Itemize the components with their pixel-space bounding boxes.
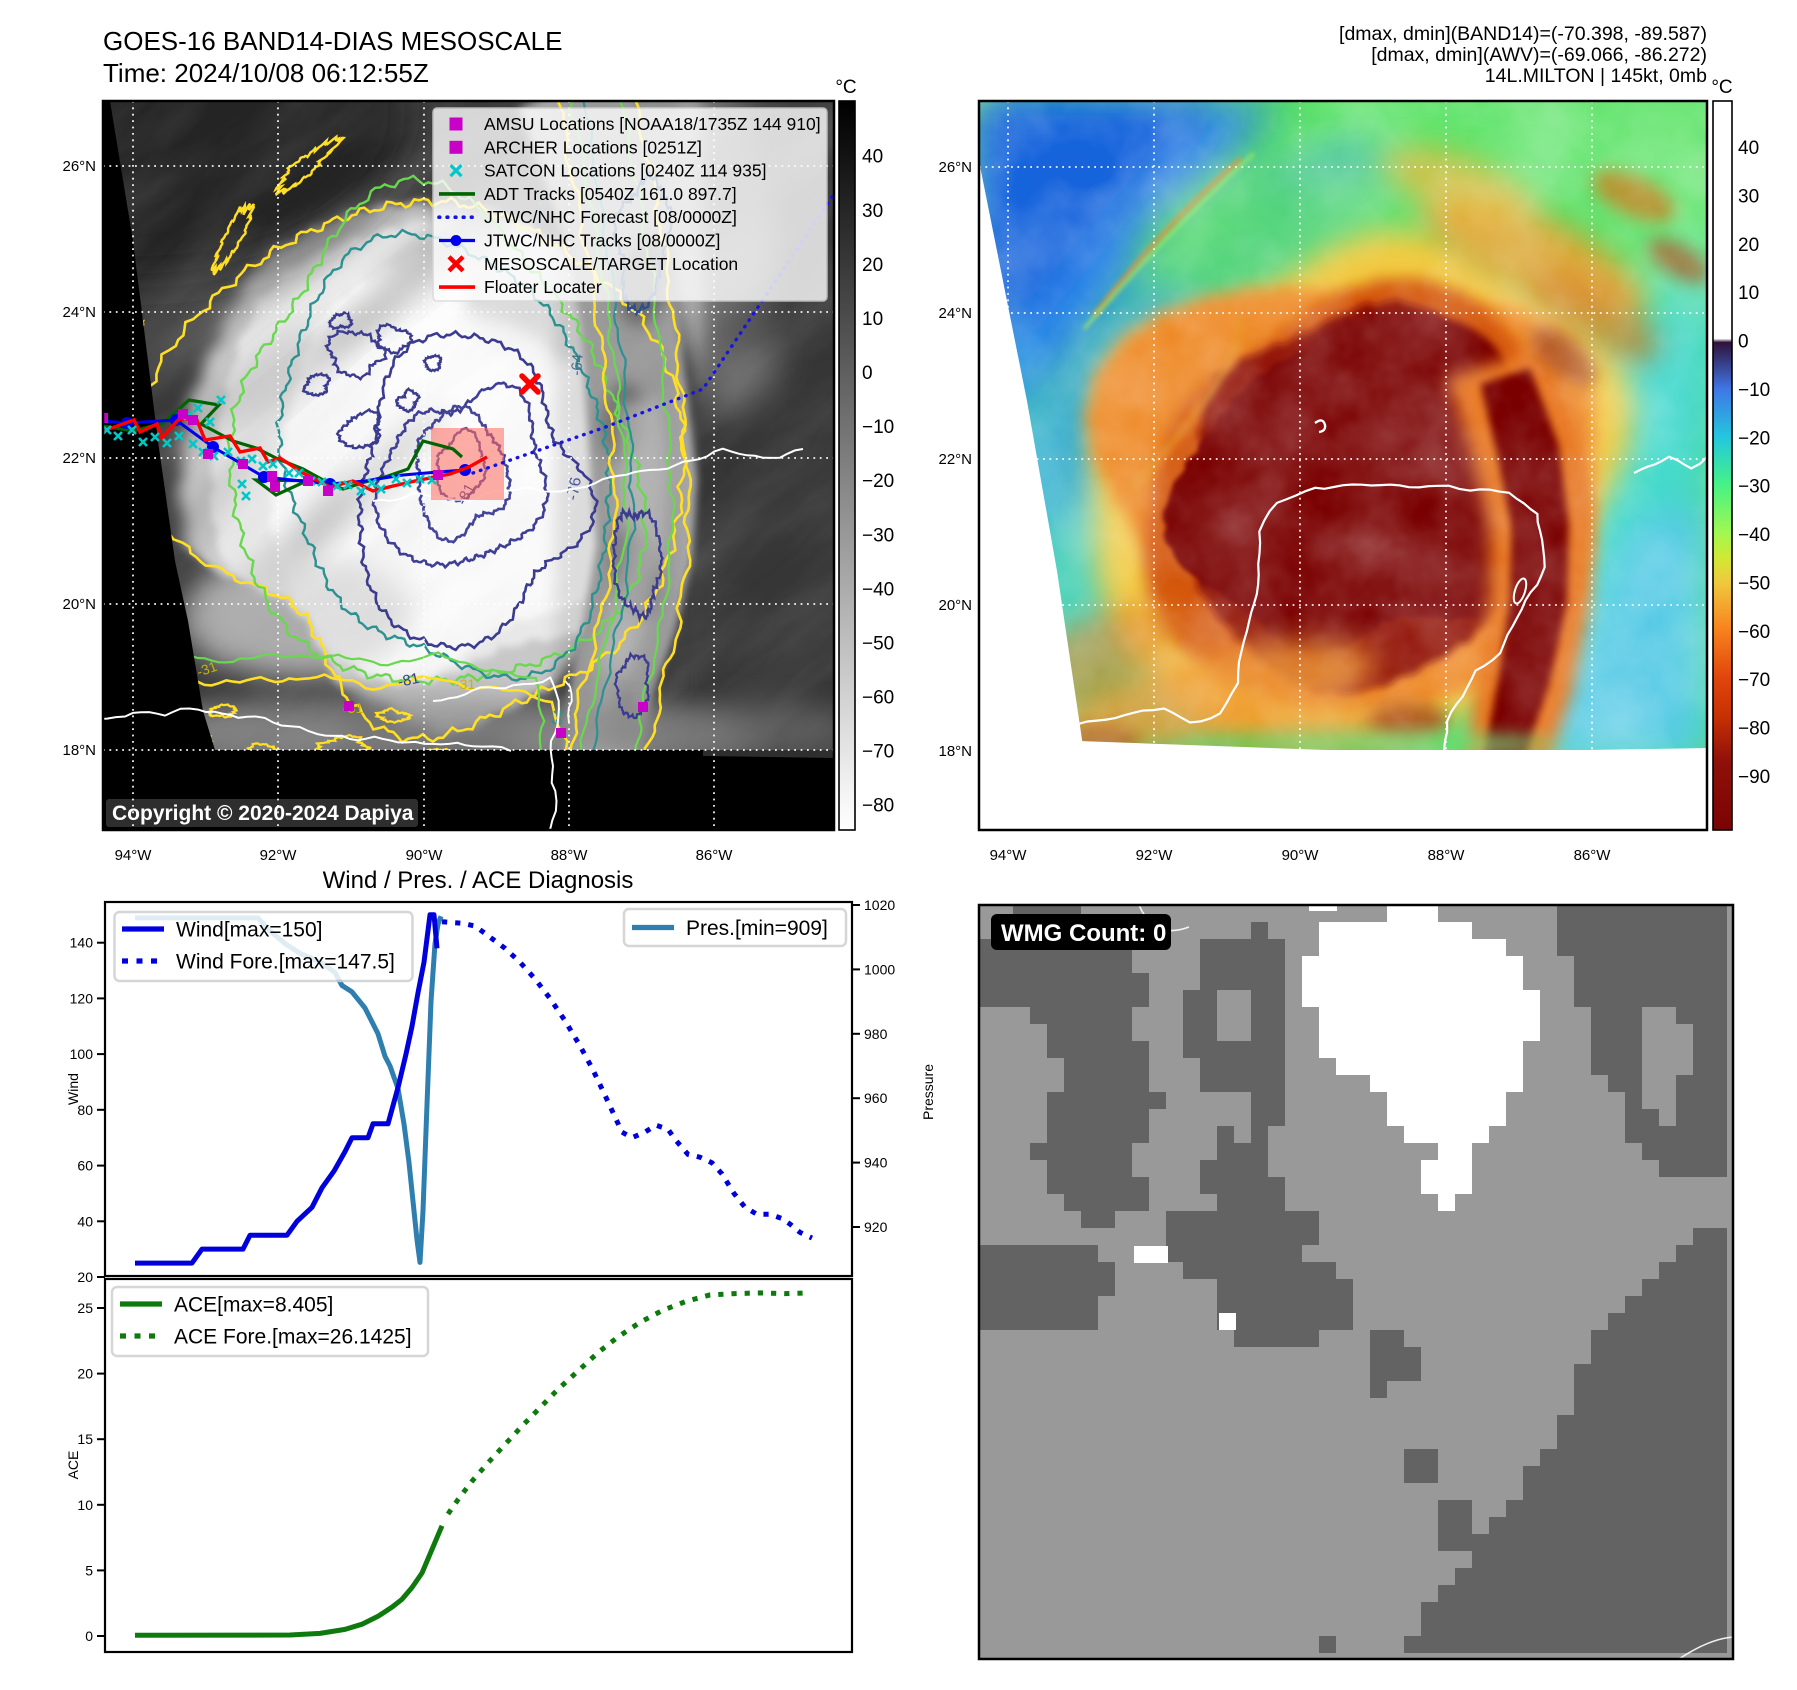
svg-text:−40: −40 [1738,525,1770,546]
svg-text:80: 80 [77,1102,93,1118]
svg-text:980: 980 [864,1026,888,1042]
svg-text:[dmax, dmin](BAND14)=(-70.398,: [dmax, dmin](BAND14)=(-70.398, -89.587) [1339,23,1707,45]
svg-text:30: 30 [1738,186,1759,207]
svg-text:ADT Tracks [0540Z 161.0 897.7]: ADT Tracks [0540Z 161.0 897.7] [484,184,737,204]
svg-text:Copyright © 2020-2024 Dapiya: Copyright © 2020-2024 Dapiya [112,802,414,825]
svg-text:Pressure: Pressure [920,1064,936,1120]
svg-text:-31: -31 [195,658,220,680]
svg-text:SATCON Locations [0240Z 114 93: SATCON Locations [0240Z 114 935] [484,161,766,181]
svg-text:−50: −50 [862,633,894,654]
svg-text:−80: −80 [1738,719,1770,740]
svg-text:0: 0 [85,1628,93,1644]
svg-text:Wind / Pres. / ACE Diagnosis: Wind / Pres. / ACE Diagnosis [323,867,634,894]
svg-text:1000: 1000 [864,961,895,977]
svg-text:-31: -31 [455,676,475,692]
svg-text:24°N: 24°N [62,304,96,321]
svg-text:−80: −80 [862,796,894,817]
svg-text:26°N: 26°N [938,159,972,176]
svg-text:88°W: 88°W [551,847,589,864]
svg-text:940: 940 [864,1155,888,1171]
svg-text:Floater Locater: Floater Locater [484,277,602,297]
svg-text:20°N: 20°N [938,597,972,614]
svg-text:°C: °C [835,77,856,98]
svg-text:920: 920 [864,1219,888,1235]
svg-text:22°N: 22°N [62,450,96,467]
svg-text:20°N: 20°N [62,596,96,613]
svg-text:−60: −60 [1738,622,1770,643]
svg-text:10: 10 [862,309,883,330]
svg-text:960: 960 [864,1090,888,1106]
svg-text:20: 20 [77,1366,93,1382]
svg-text:92°W: 92°W [260,847,298,864]
svg-text:−40: −40 [862,579,894,600]
svg-text:22°N: 22°N [938,451,972,468]
svg-text:25: 25 [77,1300,93,1316]
svg-text:92°W: 92°W [1136,847,1174,864]
svg-text:18°N: 18°N [62,742,96,759]
svg-text:20: 20 [1738,235,1759,256]
svg-text:−10: −10 [862,417,894,438]
svg-text:ARCHER Locations [0251Z]: ARCHER Locations [0251Z] [484,137,702,157]
svg-text:[dmax, dmin](AWV)=(-69.066, -8: [dmax, dmin](AWV)=(-69.066, -86.272) [1371,44,1707,66]
svg-text:−30: −30 [1738,477,1770,498]
svg-text:AMSU Locations [NOAA18/1735Z 1: AMSU Locations [NOAA18/1735Z 144 910] [484,114,821,134]
svg-text:Wind: Wind [65,1073,81,1105]
svg-text:1020: 1020 [864,897,895,913]
svg-text:100: 100 [70,1046,94,1062]
svg-text:10: 10 [77,1497,93,1513]
svg-text:−50: −50 [1738,573,1770,594]
svg-text:ACE[max=8.405]: ACE[max=8.405] [174,1294,333,1317]
svg-text:60: 60 [77,1158,93,1174]
svg-text:−30: −30 [862,525,894,546]
svg-text:-64: -64 [568,353,587,376]
svg-text:−70: −70 [1738,670,1770,691]
svg-text:86°W: 86°W [1574,847,1612,864]
svg-text:JTWC/NHC Tracks [08/0000Z]: JTWC/NHC Tracks [08/0000Z] [484,231,720,251]
svg-text:40: 40 [862,147,883,168]
svg-text:40: 40 [1738,138,1759,159]
svg-text:20: 20 [77,1269,93,1285]
svg-text:°C: °C [1711,77,1732,98]
svg-text:10: 10 [1738,283,1759,304]
svg-text:88°W: 88°W [1428,847,1466,864]
svg-text:86°W: 86°W [696,847,734,864]
svg-text:40: 40 [77,1213,93,1229]
svg-text:−60: −60 [862,688,894,709]
svg-text:MESOSCALE/TARGET Location: MESOSCALE/TARGET Location [484,254,738,274]
svg-text:140: 140 [70,935,94,951]
svg-text:26°N: 26°N [62,158,96,175]
svg-text:15: 15 [77,1431,93,1447]
svg-text:−20: −20 [862,471,894,492]
svg-text:90°W: 90°W [406,847,444,864]
svg-text:18°N: 18°N [938,743,972,760]
svg-text:−20: −20 [1738,428,1770,449]
svg-text:Wind[max=150]: Wind[max=150] [176,919,323,942]
svg-text:24°N: 24°N [938,305,972,322]
svg-text:−10: −10 [1738,380,1770,401]
svg-text:30: 30 [862,201,883,222]
svg-text:WMG Count: 0: WMG Count: 0 [1001,920,1166,947]
svg-text:Wind Fore.[max=147.5]: Wind Fore.[max=147.5] [176,951,395,974]
svg-text:94°W: 94°W [990,847,1028,864]
svg-text:GOES-16 BAND14-DIAS MESOSCALE: GOES-16 BAND14-DIAS MESOSCALE [103,26,562,56]
svg-text:Pres.[min=909]: Pres.[min=909] [686,917,828,940]
svg-text:5: 5 [85,1562,93,1578]
svg-text:ACE Fore.[max=26.1425]: ACE Fore.[max=26.1425] [174,1326,412,1349]
svg-text:120: 120 [70,990,94,1006]
svg-text:−90: −90 [1738,767,1770,788]
svg-text:0: 0 [862,363,873,384]
svg-text:90°W: 90°W [1282,847,1320,864]
svg-text:-81: -81 [396,670,421,691]
svg-text:14L.MILTON | 145kt, 0mb: 14L.MILTON | 145kt, 0mb [1485,65,1707,87]
svg-text:94°W: 94°W [115,847,153,864]
svg-text:20: 20 [862,255,883,276]
svg-text:JTWC/NHC Forecast [08/0000Z]: JTWC/NHC Forecast [08/0000Z] [484,207,737,227]
svg-text:0: 0 [1738,332,1749,353]
svg-text:Time: 2024/10/08 06:12:55Z: Time: 2024/10/08 06:12:55Z [103,58,429,88]
svg-text:−70: −70 [862,742,894,763]
svg-text:ACE: ACE [65,1451,81,1480]
